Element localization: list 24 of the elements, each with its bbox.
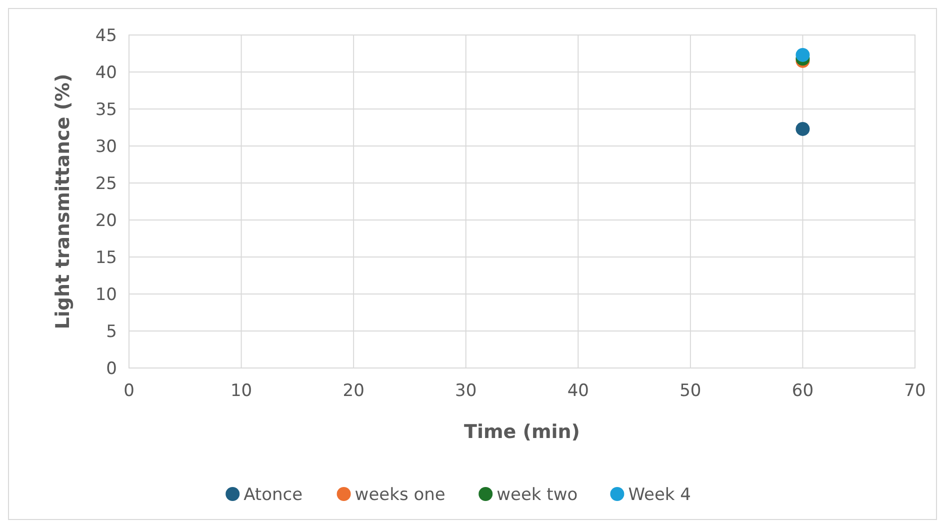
x-tick-label: 70 — [904, 381, 926, 401]
y-tick-label: 35 — [95, 100, 117, 120]
y-tick-label: 25 — [95, 174, 117, 194]
legend-label: weeks one — [354, 484, 446, 505]
x-tick-label: 60 — [792, 381, 814, 401]
legend-label: week two — [496, 484, 578, 505]
y-tick-label: 20 — [95, 210, 117, 231]
y-axis-title: Light transmittance (%) — [52, 74, 74, 330]
x-tick-label: 20 — [342, 381, 364, 401]
y-tick-label: 15 — [95, 248, 117, 268]
x-axis-title: Time (min) — [464, 421, 580, 443]
y-tick-label: 10 — [95, 284, 117, 305]
y-tick-label: 40 — [95, 62, 117, 83]
y-tick-label: 5 — [106, 322, 117, 342]
y-tick-label: 0 — [106, 358, 117, 379]
x-tick-label: 10 — [230, 381, 252, 401]
x-tick-label: 30 — [455, 381, 477, 401]
legend-label: Atonce — [244, 484, 303, 505]
x-tick-label: 0 — [124, 381, 134, 401]
x-tick-label: 50 — [680, 381, 702, 401]
y-tick-label: 45 — [95, 26, 117, 46]
legend-label: Week 4 — [628, 484, 691, 505]
x-tick-label: 40 — [567, 381, 589, 401]
y-tick-label: 30 — [95, 136, 117, 157]
